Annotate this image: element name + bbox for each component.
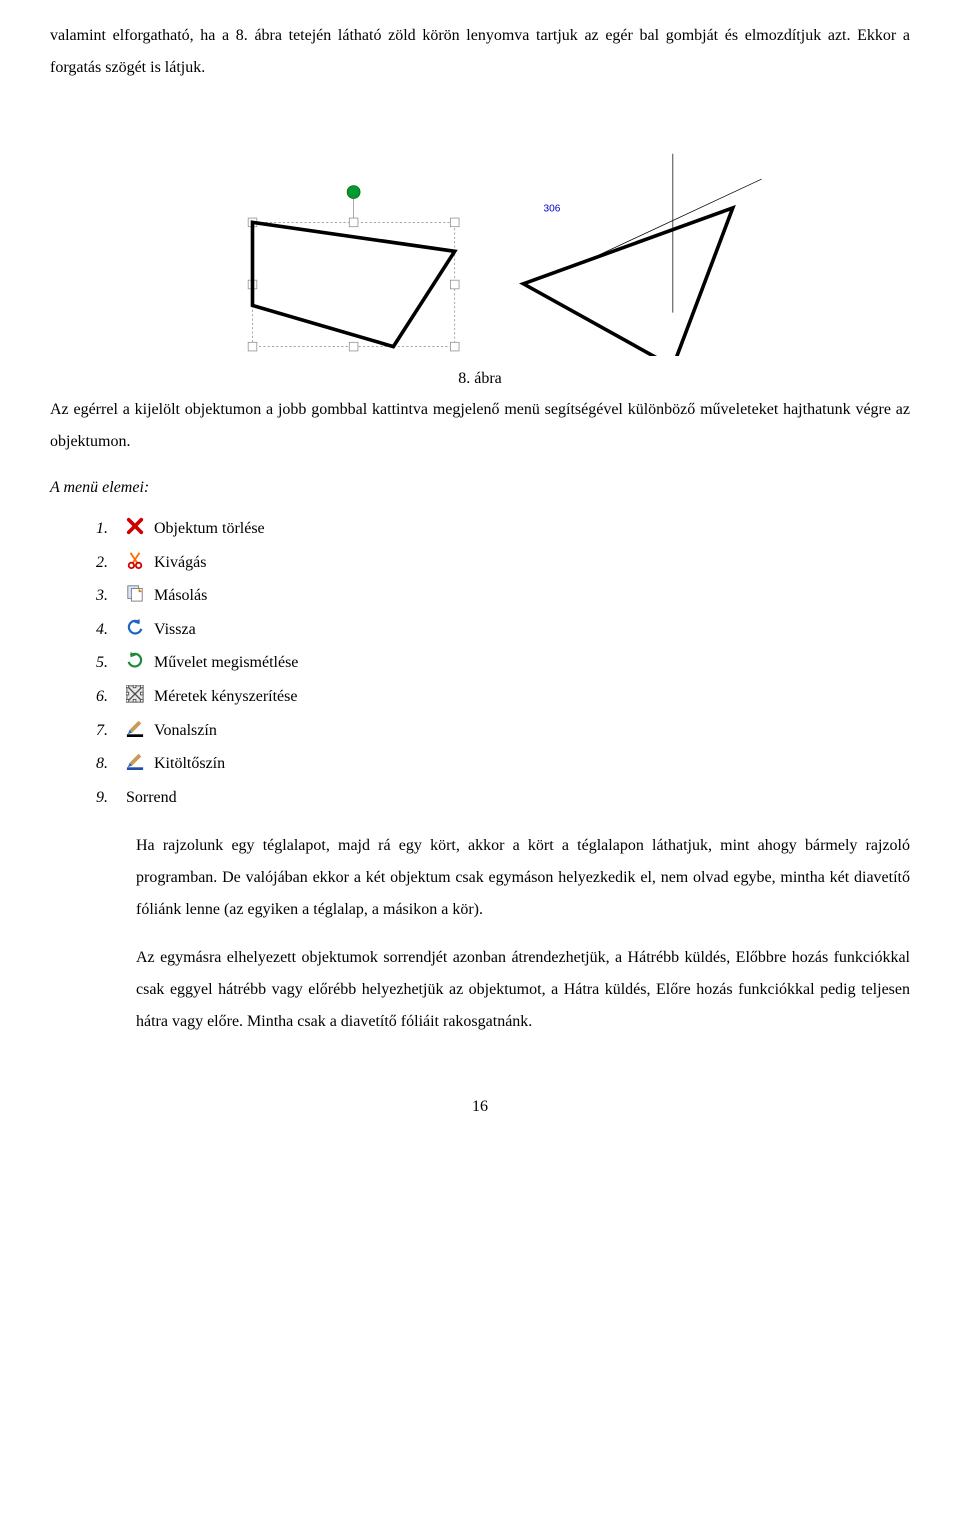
resize-handle[interactable] <box>450 342 459 351</box>
selection-outline <box>253 222 455 346</box>
cut-icon <box>126 551 144 569</box>
copy-icon <box>126 584 144 602</box>
menu-item-number: 9. <box>96 781 116 815</box>
menu-item-label: Művelet megismétlése <box>154 646 910 680</box>
menu-item-label: Objektum törlése <box>154 512 910 546</box>
figure-caption: 8. ábra <box>50 370 910 388</box>
linecolor-icon <box>126 719 144 737</box>
menu-item-number: 3. <box>96 579 116 613</box>
menu-item-number: 5. <box>96 646 116 680</box>
menu-item: 2. Kivágás <box>96 546 910 580</box>
resize-handle[interactable] <box>248 342 257 351</box>
menu-item: 3. Másolás <box>96 579 910 613</box>
redo-icon <box>126 651 144 669</box>
menu-item-label: Kitöltőszín <box>154 747 910 781</box>
menu-list: 1. Objektum törlése 2. Kivágás 3. Másolás 4. Vi… <box>50 512 910 814</box>
triangle-left <box>253 222 455 346</box>
resize-handle[interactable] <box>450 218 459 227</box>
menu-item-label: Sorrend <box>126 781 910 815</box>
menu-item-number: 2. <box>96 546 116 580</box>
menu-item-number: 4. <box>96 613 116 647</box>
resize-handle[interactable] <box>349 342 358 351</box>
menu-item: 8. Kitöltőszín <box>96 747 910 781</box>
sorrend-paragraph-2: Az egymásra elhelyezett objektumok sorre… <box>136 942 910 1038</box>
rotation-handle-icon[interactable] <box>347 186 360 199</box>
menu-item-label: Kivágás <box>154 546 910 580</box>
resize-handle[interactable] <box>450 280 459 289</box>
menu-lead: A menü elemei: <box>50 472 910 504</box>
figure-8: 306 <box>50 96 910 356</box>
menu-item-label: Vissza <box>154 613 910 647</box>
resize-handle[interactable] <box>349 218 358 227</box>
triangle-right <box>523 208 732 356</box>
menu-item-number: 6. <box>96 680 116 714</box>
after-figure-paragraph: Az egérrel a kijelölt objektumon a jobb … <box>50 394 910 458</box>
rotation-angle-label: 306 <box>544 204 561 215</box>
menu-item-label: Méretek kényszerítése <box>154 680 910 714</box>
menu-item: 6. Méretek kényszerítése <box>96 680 910 714</box>
sorrend-paragraph-1: Ha rajzolunk egy téglalapot, majd rá egy… <box>136 830 910 926</box>
menu-item: 5. Művelet megismétlése <box>96 646 910 680</box>
menu-item: 4. Vissza <box>96 613 910 647</box>
menu-item-label: Másolás <box>154 579 910 613</box>
menu-item: 9. Sorrend <box>96 781 910 815</box>
undo-icon <box>126 618 144 636</box>
intro-paragraph: valamint elforgatható, ha a 8. ábra tete… <box>50 20 910 84</box>
menu-item-number: 1. <box>96 512 116 546</box>
delete-icon <box>126 517 144 535</box>
fillcolor-icon <box>126 752 144 770</box>
menu-item-number: 8. <box>96 747 116 781</box>
menu-item-label: Vonalszín <box>154 714 910 748</box>
page-number: 16 <box>50 1098 910 1116</box>
menu-item: 1. Objektum törlése <box>96 512 910 546</box>
menu-item: 7. Vonalszín <box>96 714 910 748</box>
menu-item-number: 7. <box>96 714 116 748</box>
resize-icon <box>126 685 144 703</box>
